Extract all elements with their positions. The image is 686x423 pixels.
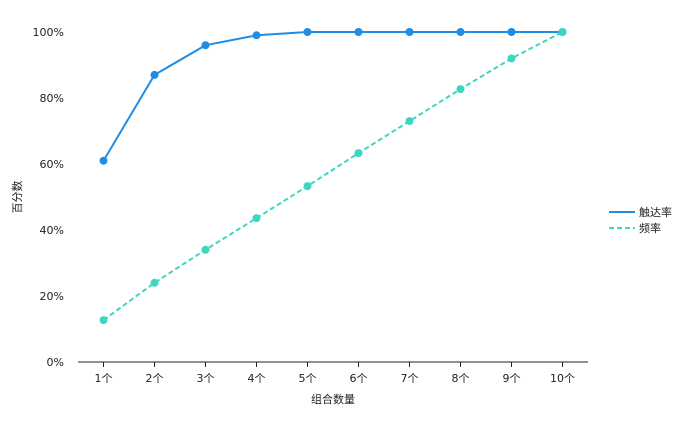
y-tick-label: 100% [33, 26, 64, 39]
x-tick-label: 2个 [146, 372, 164, 385]
x-tick-label: 5个 [299, 372, 317, 385]
data-point[interactable] [405, 28, 414, 36]
data-point[interactable] [456, 85, 465, 94]
data-point[interactable] [252, 214, 261, 223]
data-point[interactable] [150, 278, 159, 287]
series-line-0 [102, 31, 563, 162]
y-tick-label: 40% [40, 224, 64, 237]
data-point[interactable] [99, 156, 108, 165]
data-point[interactable] [354, 149, 363, 158]
x-tick-label: 9个 [503, 372, 521, 385]
data-point[interactable] [354, 28, 363, 36]
x-tick-label: 3个 [197, 372, 215, 385]
y-tick-label: 60% [40, 158, 64, 171]
data-point[interactable] [252, 31, 261, 40]
y-tick-label: 20% [40, 290, 64, 303]
x-tick-label: 7个 [401, 372, 419, 385]
data-point[interactable] [558, 28, 567, 36]
data-point[interactable] [303, 28, 312, 36]
data-point[interactable] [405, 117, 414, 126]
data-point[interactable] [507, 54, 516, 63]
y-axis-label: 百分数 [11, 181, 24, 214]
x-tick-label: 4个 [248, 372, 266, 385]
legend-label[interactable]: 频率 [639, 221, 661, 235]
data-point[interactable] [99, 316, 108, 325]
x-axis-label: 组合数量 [311, 392, 355, 406]
x-tick-label: 8个 [452, 372, 470, 385]
data-point[interactable] [201, 245, 210, 254]
data-point[interactable] [507, 28, 516, 36]
data-point[interactable] [456, 28, 465, 36]
x-tick-label: 10个 [550, 372, 575, 385]
legend-label[interactable]: 触达率 [639, 205, 672, 219]
data-point[interactable] [150, 70, 159, 79]
series-line-1 [102, 31, 563, 321]
x-tick-label: 1个 [95, 372, 113, 385]
x-tick-label: 6个 [350, 372, 368, 385]
data-point[interactable] [201, 41, 210, 50]
data-point[interactable] [303, 182, 312, 191]
y-tick-label: 80% [40, 92, 64, 105]
y-tick-label: 0% [47, 356, 64, 369]
